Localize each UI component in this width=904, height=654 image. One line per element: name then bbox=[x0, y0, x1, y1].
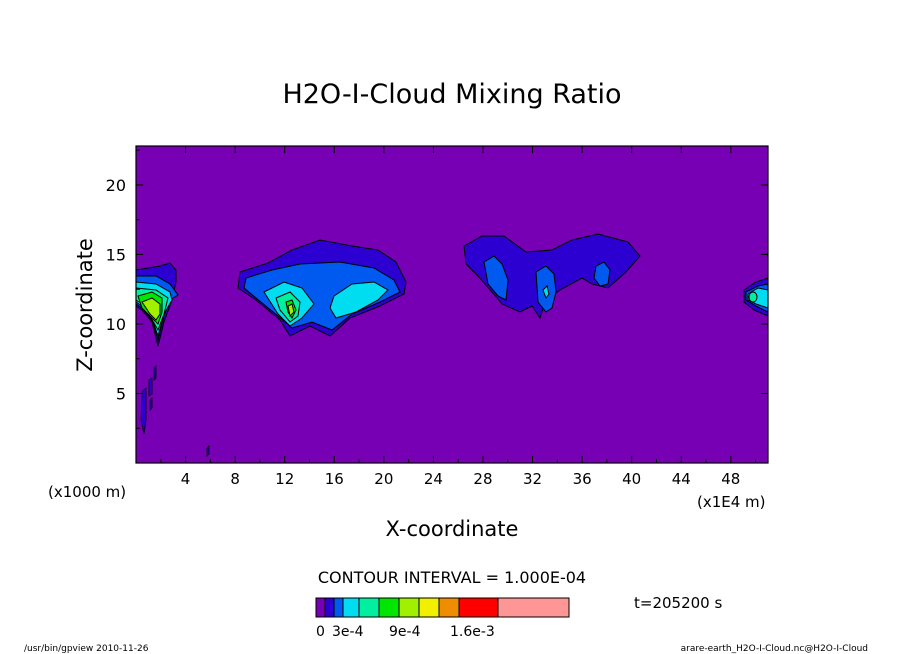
x-tick-label: 44 bbox=[672, 470, 691, 488]
colorbar bbox=[315, 597, 570, 618]
colorbar-swatch bbox=[315, 597, 326, 618]
colorbar-swatch bbox=[378, 597, 400, 618]
footer-right: arare-earth_H2O-I-Cloud.nc@H2O-I-Cloud bbox=[681, 644, 868, 654]
contour-level-3 bbox=[329, 281, 389, 319]
colorbar-label: 9e-4 bbox=[389, 624, 421, 640]
x-tick-label: 40 bbox=[622, 470, 641, 488]
x-tick-label: 8 bbox=[230, 470, 240, 488]
x-tick-label: 24 bbox=[424, 470, 443, 488]
colorbar-label: 1.6e-3 bbox=[450, 624, 495, 640]
colorbar-swatch bbox=[324, 597, 335, 618]
y-tick-label: 15 bbox=[106, 245, 126, 264]
colorbar-label: 0 bbox=[316, 624, 325, 640]
background-field bbox=[136, 146, 768, 463]
x-tick-label: 16 bbox=[325, 470, 344, 488]
x-tick-label: 32 bbox=[523, 470, 542, 488]
colorbar-swatch bbox=[333, 597, 344, 618]
contour-level-3 bbox=[542, 285, 550, 300]
x-tick-label: 12 bbox=[275, 470, 294, 488]
contour-level-2 bbox=[593, 261, 611, 287]
x-axis-label: X-coordinate bbox=[386, 517, 519, 541]
plot-area bbox=[135, 145, 769, 464]
x-tick-label: 28 bbox=[473, 470, 492, 488]
x-tick-label: 4 bbox=[181, 470, 191, 488]
plot-frame bbox=[135, 145, 769, 464]
colorbar-labels: 0 3e-4 9e-4 1.6e-3 bbox=[316, 624, 495, 640]
chart-title: H2O-I-Cloud Mixing Ratio bbox=[282, 79, 621, 110]
colorbar-swatch bbox=[418, 597, 440, 618]
contour-speck bbox=[148, 377, 153, 397]
contour-speck bbox=[153, 365, 157, 381]
contour-level-4 bbox=[748, 291, 758, 303]
colorbar-swatch bbox=[497, 597, 570, 618]
colorbar-swatch bbox=[458, 597, 499, 618]
contour-interval-text: CONTOUR INTERVAL = 1.000E-04 bbox=[318, 568, 586, 587]
time-label: t=205200 s bbox=[634, 594, 722, 612]
x-tick-label: 36 bbox=[573, 470, 592, 488]
x-tick-label: 48 bbox=[721, 470, 740, 488]
y-tick-label: 10 bbox=[106, 315, 126, 334]
y-axis: 5 10 15 20 bbox=[106, 149, 768, 429]
contour-level-6 bbox=[287, 303, 295, 318]
x-axis: 4 8 12 16 20 24 28 32 36 40 44 48 bbox=[160, 146, 757, 488]
footer-left: /usr/bin/gpview 2010-11-26 bbox=[24, 644, 149, 654]
x-unit-label: (x1E4 m) bbox=[697, 493, 766, 511]
contour-level-2 bbox=[483, 255, 509, 301]
cloud-region-right bbox=[463, 233, 641, 320]
low-level-specks bbox=[140, 365, 210, 457]
colorbar-swatch bbox=[358, 597, 380, 618]
contour-speck bbox=[149, 397, 153, 411]
y-tick-label: 5 bbox=[116, 384, 126, 403]
colorbar-swatch bbox=[438, 597, 460, 618]
colorbar-label: 3e-4 bbox=[332, 624, 364, 640]
cloud-region-center bbox=[237, 239, 407, 337]
contour-speck bbox=[140, 387, 147, 435]
y-unit-label: (x1000 m) bbox=[48, 483, 126, 501]
contour-speck bbox=[206, 445, 210, 457]
colorbar-swatch bbox=[398, 597, 420, 618]
y-axis-label: Z-coordinate bbox=[73, 238, 97, 372]
contour-level-6 bbox=[141, 297, 161, 321]
cloud-region-left bbox=[135, 262, 179, 347]
y-tick-label: 20 bbox=[106, 176, 126, 195]
x-tick-label: 20 bbox=[374, 470, 393, 488]
colorbar-swatch bbox=[342, 597, 360, 618]
